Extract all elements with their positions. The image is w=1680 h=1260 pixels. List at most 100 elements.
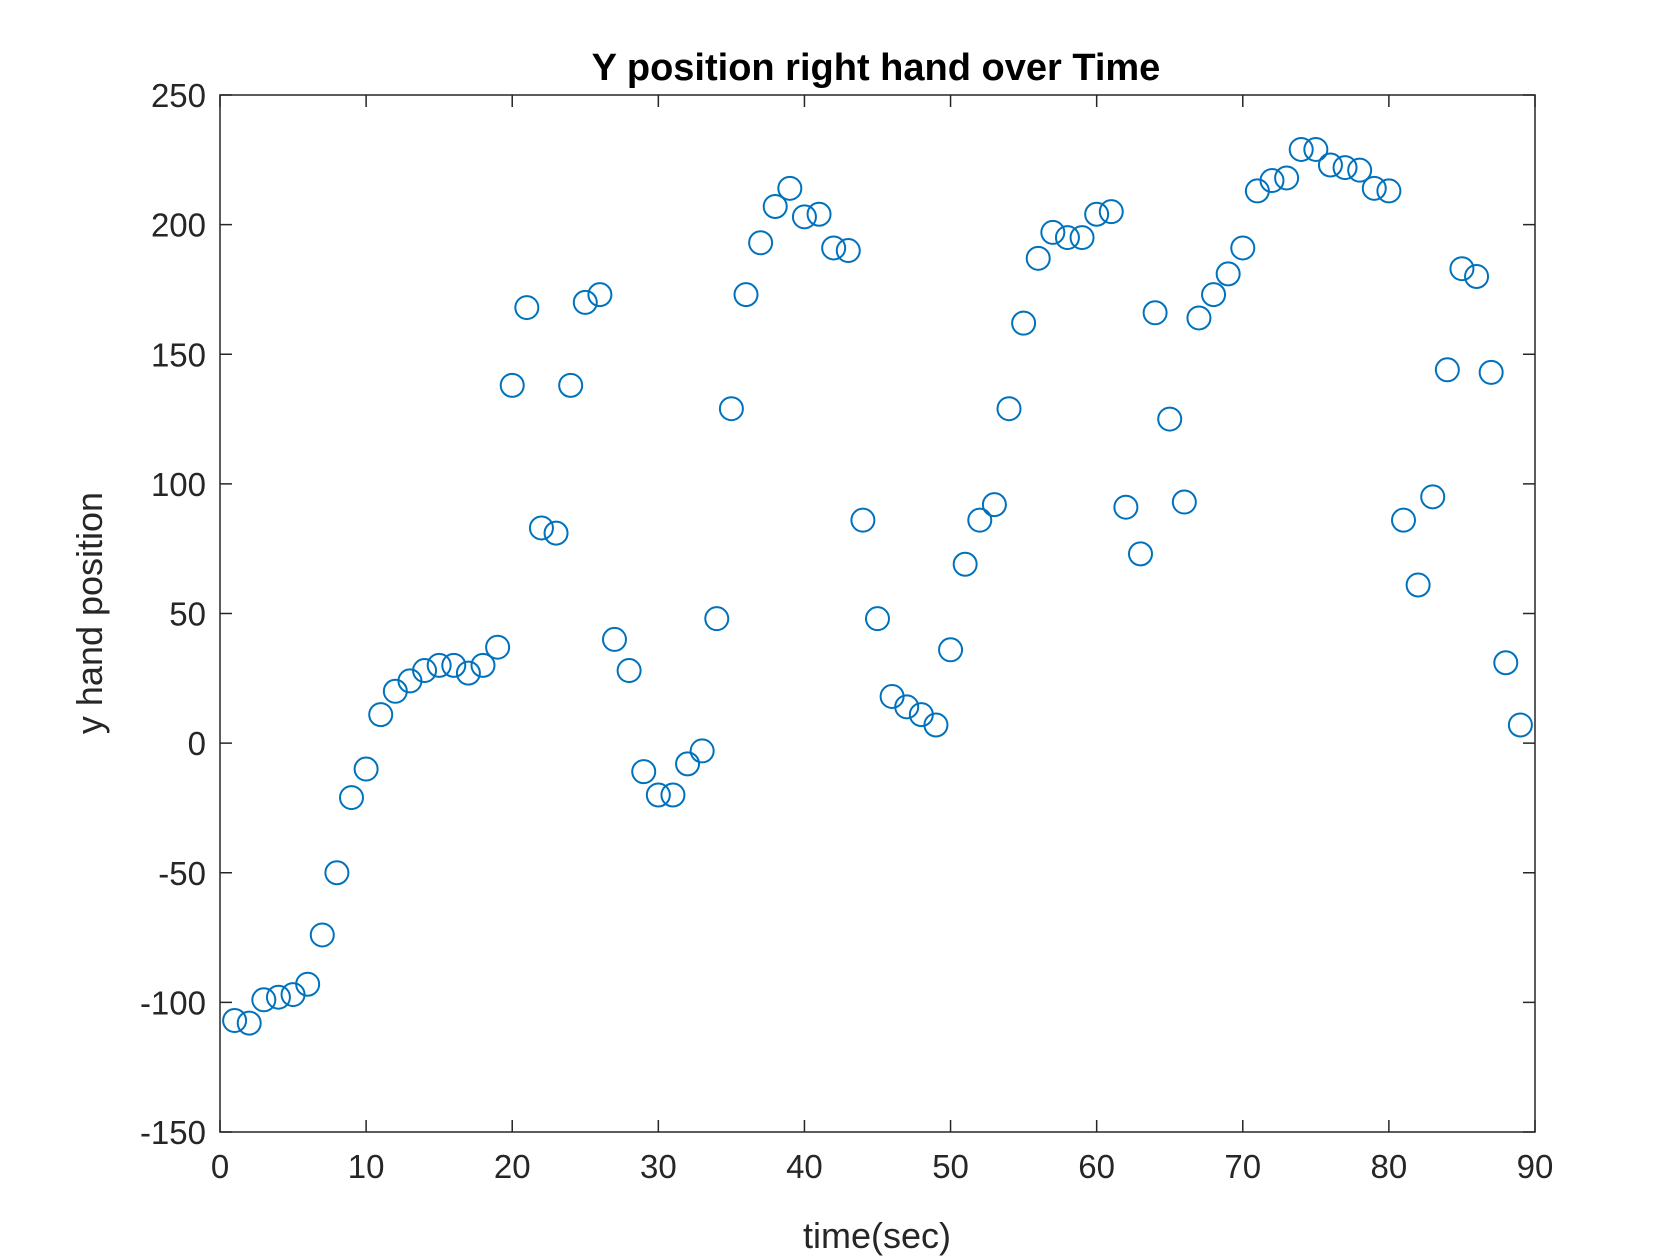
data-point xyxy=(1376,178,1402,204)
data-point xyxy=(514,295,540,321)
data-point xyxy=(1128,541,1153,567)
data-point xyxy=(528,515,554,541)
y-tick-label: 100 xyxy=(151,466,206,503)
data-point xyxy=(923,712,949,738)
data-point xyxy=(236,1010,262,1036)
data-point xyxy=(1317,152,1343,178)
y-tick-label: 200 xyxy=(151,207,206,244)
data-point xyxy=(704,606,730,632)
data-point xyxy=(865,606,890,632)
data-point xyxy=(295,971,321,997)
data-point xyxy=(222,1008,248,1034)
x-axis-label: time(sec) xyxy=(803,1215,951,1256)
x-tick-label: 60 xyxy=(1078,1148,1115,1185)
data-point xyxy=(1420,484,1446,510)
x-tick-label: 70 xyxy=(1224,1148,1261,1185)
data-point xyxy=(309,922,335,948)
data-point xyxy=(1405,572,1431,598)
data-point xyxy=(1025,245,1051,271)
data-point xyxy=(806,201,832,227)
data-point xyxy=(1215,261,1241,287)
data-point xyxy=(412,658,438,684)
data-point xyxy=(1507,712,1533,738)
data-point xyxy=(1332,155,1358,181)
data-point xyxy=(981,492,1007,518)
y-tick-label: -100 xyxy=(140,984,206,1021)
data-point xyxy=(748,230,774,256)
x-tick-label: 40 xyxy=(786,1148,823,1185)
data-point xyxy=(616,658,642,684)
data-point xyxy=(543,520,569,546)
data-point xyxy=(485,634,511,660)
data-point xyxy=(762,193,788,219)
data-point xyxy=(1230,235,1256,261)
data-point xyxy=(1434,357,1460,383)
data-point xyxy=(1361,175,1387,201)
x-tick-label: 10 xyxy=(348,1148,385,1185)
data-point xyxy=(1274,165,1300,191)
data-point xyxy=(1098,199,1124,225)
data-point xyxy=(353,756,379,782)
data-point xyxy=(324,860,350,886)
data-point xyxy=(660,782,686,808)
data-point xyxy=(850,507,876,533)
x-tick-label: 90 xyxy=(1517,1148,1554,1185)
data-point xyxy=(733,282,759,308)
data-point xyxy=(1069,225,1095,251)
x-tick-label: 30 xyxy=(640,1148,677,1185)
y-tick-label: 50 xyxy=(169,596,206,633)
tick-labels: 0 10 20 30 40 50 60 70 80 90 -150 -100 -50 0 50 100 150 2… xyxy=(140,77,1553,1185)
data-point xyxy=(791,204,817,230)
data-point xyxy=(1113,494,1139,520)
data-point xyxy=(1288,136,1314,162)
data-point xyxy=(1142,300,1168,326)
data-point xyxy=(718,396,744,422)
y-tick-label: 250 xyxy=(151,77,206,114)
y-axis-label: y hand position xyxy=(69,492,110,734)
data-point xyxy=(1347,157,1373,183)
data-point xyxy=(1011,310,1037,336)
data-point xyxy=(894,694,920,720)
data-point xyxy=(339,785,364,811)
data-point xyxy=(645,782,671,808)
data-point xyxy=(426,652,452,678)
x-tick-label: 80 xyxy=(1371,1148,1408,1185)
data-point xyxy=(572,289,598,315)
data-point xyxy=(1303,136,1329,162)
data-point xyxy=(265,984,291,1010)
data-point xyxy=(1084,201,1110,227)
data-points xyxy=(222,136,1533,1036)
data-point xyxy=(587,282,613,308)
data-point xyxy=(441,652,467,678)
data-point xyxy=(1040,219,1066,245)
data-point xyxy=(1054,225,1080,251)
data-point xyxy=(602,626,627,652)
data-point xyxy=(1157,406,1183,432)
data-point xyxy=(1186,305,1212,331)
data-point xyxy=(952,551,978,577)
data-point xyxy=(455,660,481,686)
x-tick-label: 50 xyxy=(932,1148,969,1185)
plot-area-frame xyxy=(219,94,1536,1133)
data-point xyxy=(631,759,657,785)
y-tick-label: 0 xyxy=(188,725,206,762)
y-tick-label: -150 xyxy=(140,1114,206,1151)
data-point xyxy=(835,238,861,264)
data-point xyxy=(967,507,993,533)
data-point xyxy=(1201,282,1227,308)
x-tick-label: 0 xyxy=(211,1148,229,1185)
data-point xyxy=(996,396,1022,422)
data-point xyxy=(675,751,701,777)
data-point xyxy=(689,738,715,764)
data-point xyxy=(1259,168,1285,194)
data-point xyxy=(1391,507,1416,533)
data-point xyxy=(499,372,525,398)
data-point xyxy=(1171,489,1197,515)
data-point xyxy=(1464,263,1490,289)
data-point xyxy=(1478,359,1504,385)
data-point xyxy=(1493,650,1519,676)
y-tick-label: -50 xyxy=(158,855,206,892)
data-point xyxy=(251,987,277,1013)
